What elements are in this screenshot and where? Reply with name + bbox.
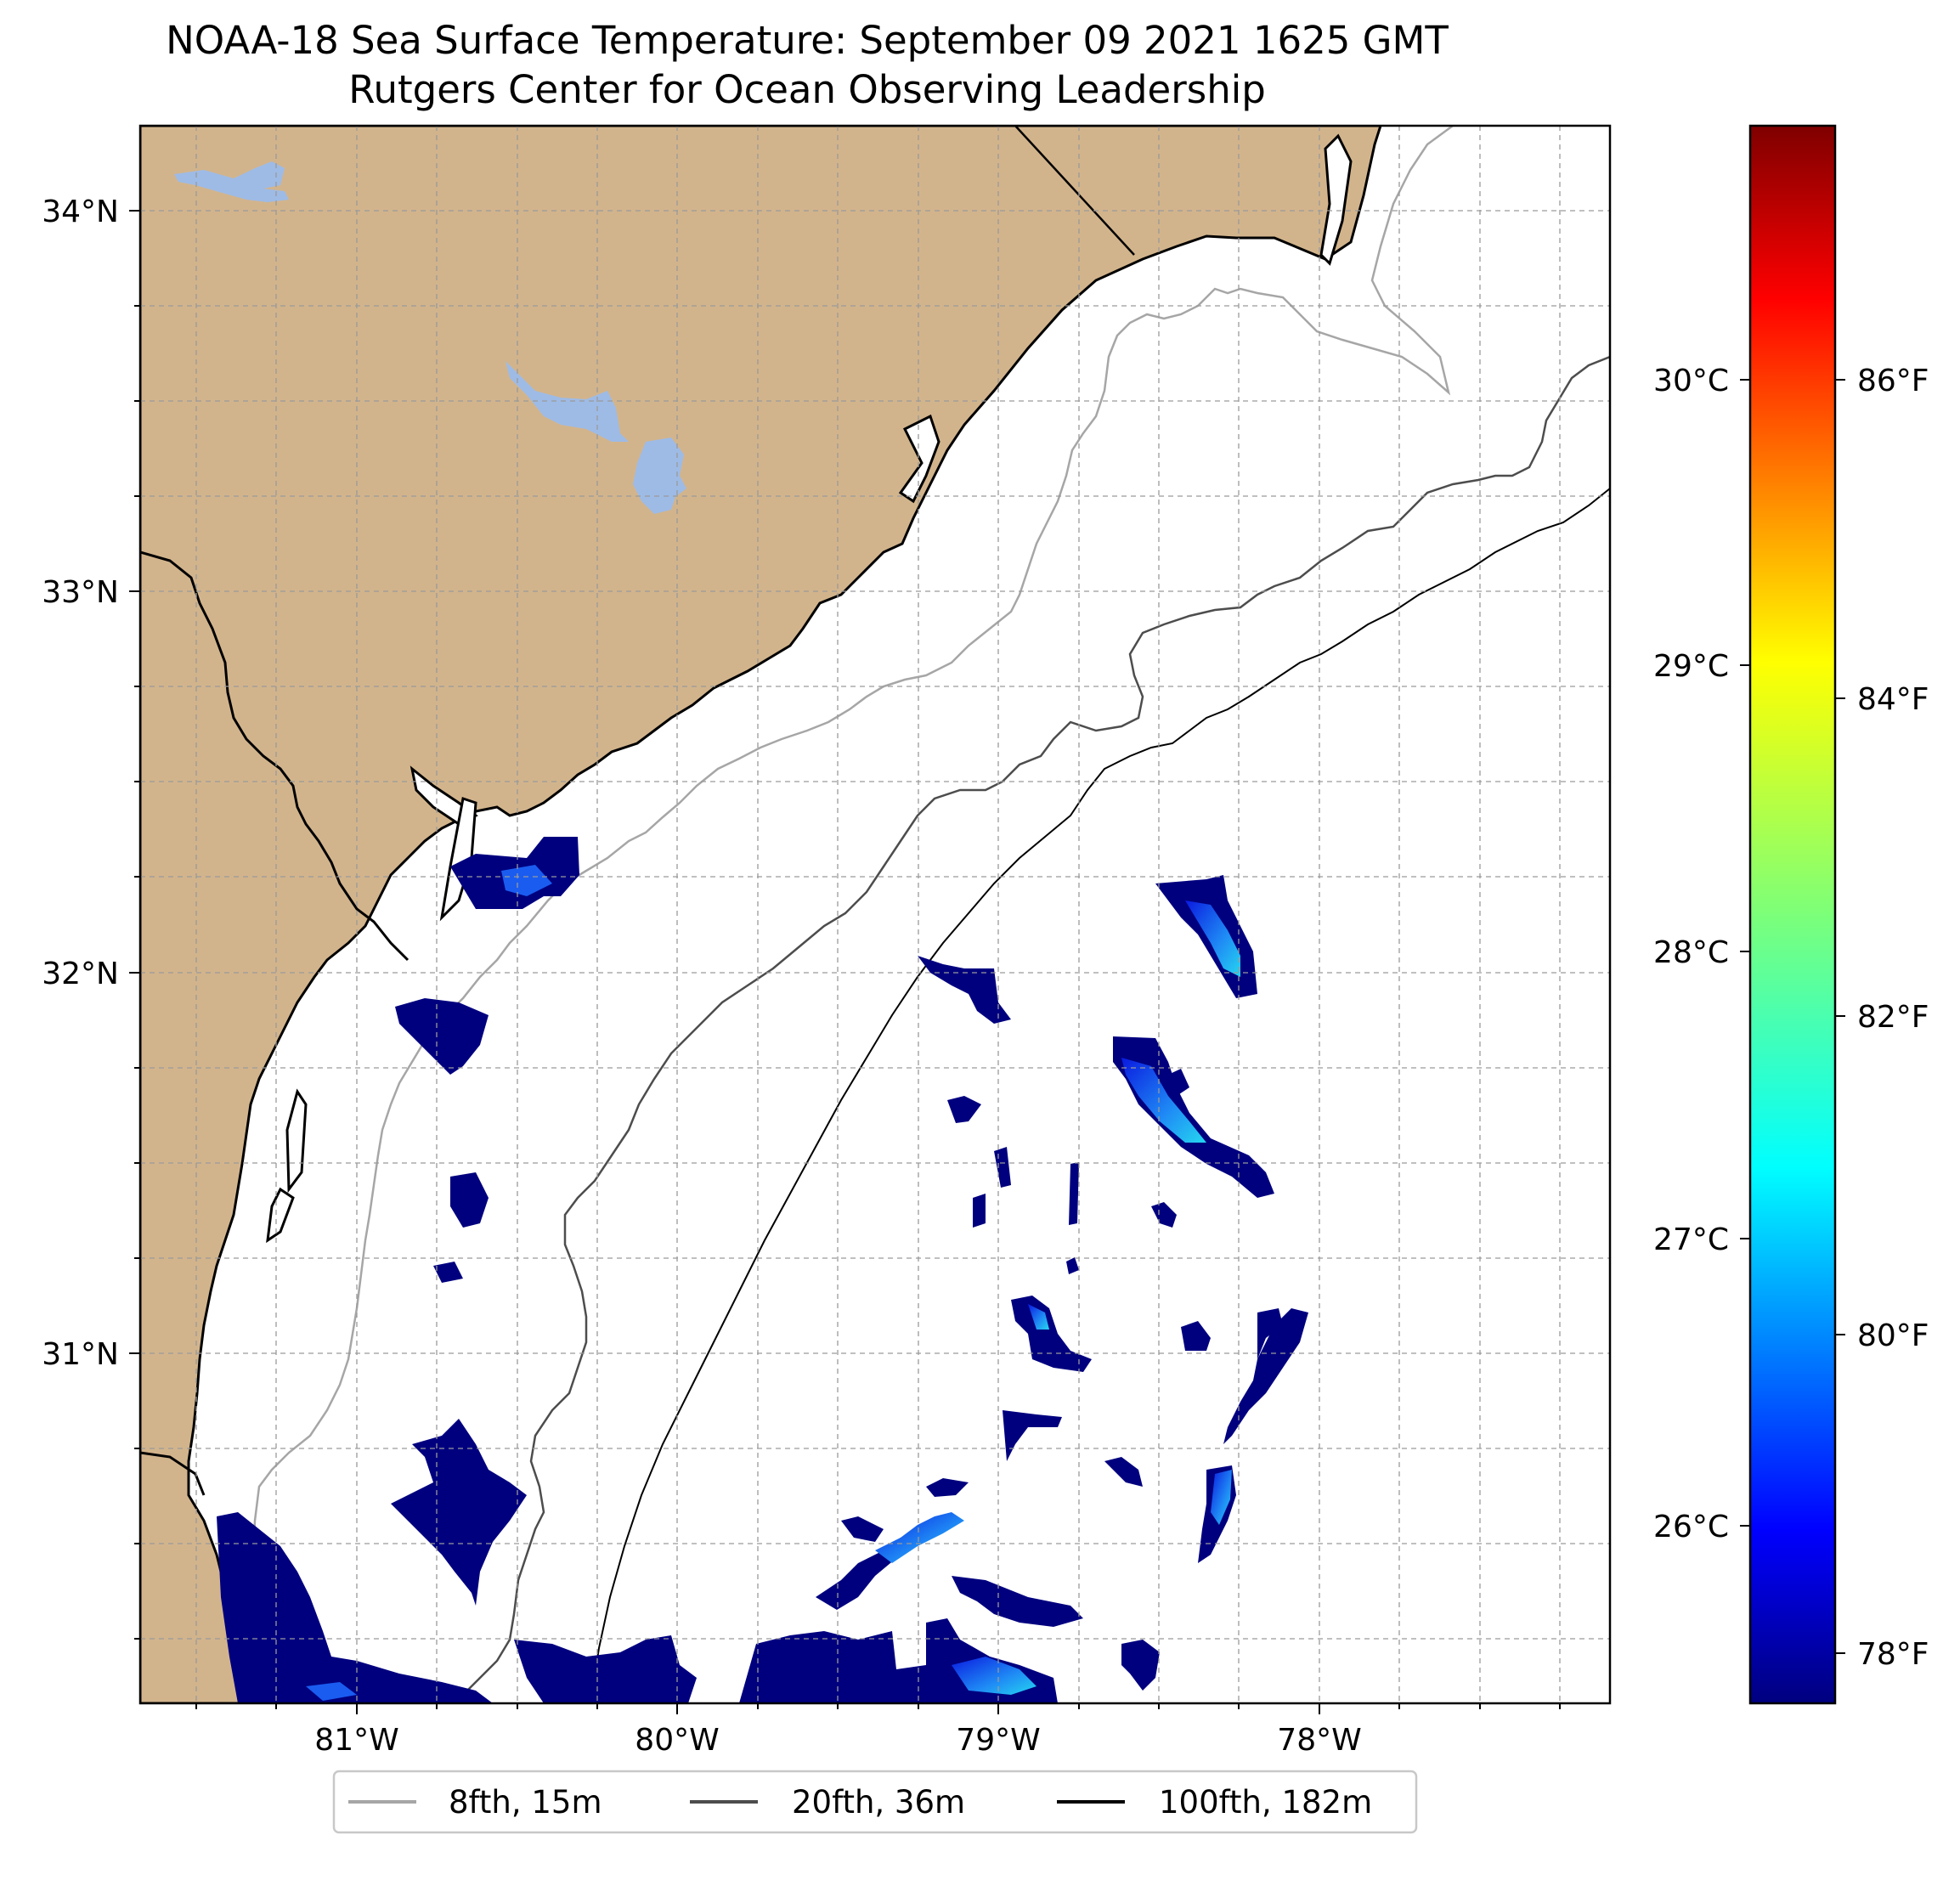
legend-label: 8fth, 15m [449,1784,602,1821]
sst-patch [1104,1457,1143,1487]
colorbar-fahrenheit-label: 86°F [1857,364,1929,398]
sst-patch [395,998,489,1075]
sst-patch [973,1194,986,1228]
legend-box [332,1770,1418,1834]
sst-patch [926,1478,969,1497]
river-inlet [898,414,940,504]
sst-patch [952,1576,1083,1627]
sst-data-patches [217,837,1308,1703]
sst-patch [1069,1162,1079,1225]
sst-patch [875,1512,964,1563]
lake [633,438,686,514]
sst-patch [1151,1202,1177,1228]
lon-label: 80°W [635,1723,719,1758]
sst-patch [391,1419,527,1606]
colorbar-celsius-label: 28°C [1653,935,1729,970]
lon-label: 81°W [314,1723,398,1758]
lat-label: 33°N [42,575,119,610]
sst-patch [1185,900,1240,977]
gridlines [140,126,1610,1703]
sst-patch [1168,1069,1189,1096]
colorbar-fahrenheit-label: 80°F [1857,1318,1929,1353]
colorbar-celsius-label: 27°C [1653,1222,1729,1257]
colorbar: 30°C 29°C 28°C 27°C 26°C 86°F 84°F 82°F … [1653,124,1929,1705]
land-mass [140,126,1382,1703]
lake [174,161,289,202]
sst-patch [1066,1257,1079,1274]
lake [506,361,629,442]
state-border [140,1451,206,1496]
colorbar-celsius-label: 29°C [1653,649,1729,684]
river-inlet [266,1187,295,1244]
sst-patch [1211,1470,1232,1525]
sst-patch [1223,1308,1308,1444]
sst-patch [918,956,1011,1024]
contour-100fth [590,488,1610,1703]
sst-patch [450,1172,489,1228]
sst-patch [306,1682,357,1701]
sst-patch [514,1635,697,1703]
state-border [1014,126,1135,256]
colorbar-fahrenheit-label: 84°F [1857,682,1929,717]
lon-label: 78°W [1277,1723,1361,1758]
legend-label: 100fth, 182m [1159,1784,1372,1821]
lat-label: 34°N [42,195,119,229]
sst-patch [947,1096,981,1123]
sst-patch [1121,1640,1160,1691]
legend-label: 20fth, 36m [792,1784,965,1821]
sst-patch [433,1262,463,1283]
map-area [140,126,1610,1703]
sst-patch [952,1657,1036,1695]
lon-label: 79°W [956,1723,1040,1758]
map-frame [138,124,1612,1705]
colorbar-fahrenheit-label: 78°F [1857,1637,1929,1672]
sst-patch [841,1516,884,1542]
river-inlet [285,1088,308,1194]
river-inlet [1319,133,1353,266]
legend: 8fth, 15m 20fth, 36m 100fth, 182m [332,1770,1418,1834]
sst-patch [217,1512,493,1703]
lat-label: 32°N [42,957,119,991]
state-border [140,550,410,962]
sst-patch [1121,1058,1206,1143]
colorbar-fahrenheit-label: 82°F [1857,1000,1929,1035]
sst-patch [1181,1321,1211,1351]
colorbar-celsius-label: 26°C [1653,1510,1729,1544]
axis-ticks [129,210,1561,1714]
sst-patch [739,1631,969,1703]
sst-patch [1257,1308,1283,1359]
sst-patch [1003,1410,1062,1461]
colorbar-celsius-label: 30°C [1653,364,1729,398]
contour-20fth [454,355,1610,1703]
sst-patch [501,865,552,896]
map-title: NOAA-18 Sea Surface Temperature: Septemb… [166,18,1449,63]
map-subtitle: Rutgers Center for Ocean Observing Leade… [348,67,1266,112]
sst-patch [1028,1304,1049,1330]
lat-label: 31°N [42,1337,119,1372]
colorbar-gradient [1748,124,1837,1705]
